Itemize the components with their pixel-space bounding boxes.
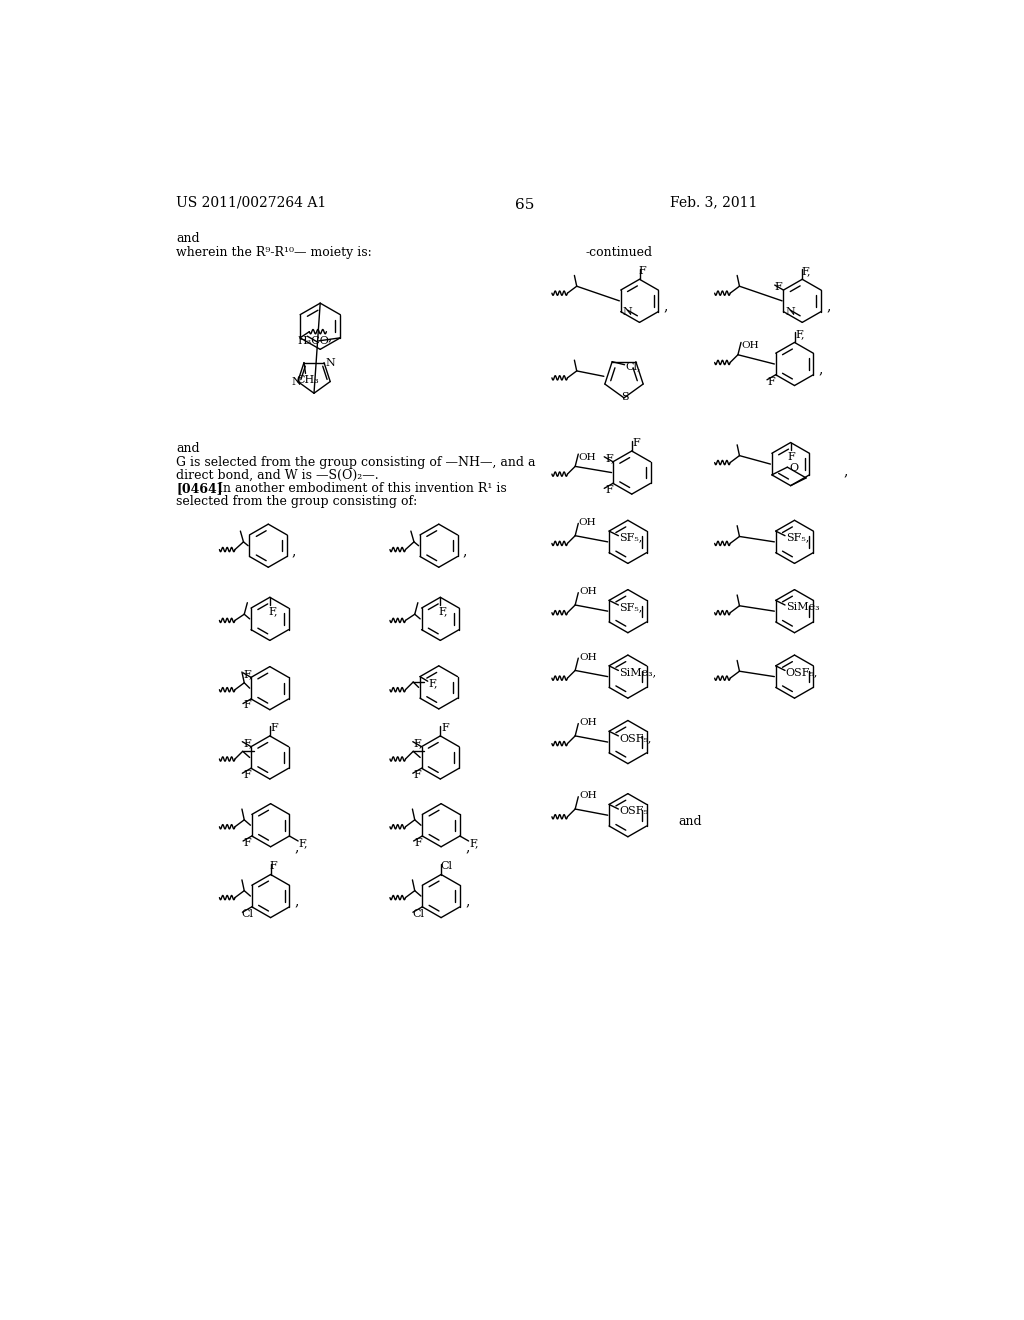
Text: F,: F,: [244, 669, 253, 680]
Text: SF₅,: SF₅,: [620, 602, 642, 612]
Text: F: F: [270, 861, 278, 871]
Text: F: F: [244, 701, 252, 710]
Text: ,: ,: [465, 895, 469, 908]
Text: US 2011/0027264 A1: US 2011/0027264 A1: [176, 195, 327, 210]
Text: ,: ,: [328, 330, 332, 343]
Text: ,: ,: [818, 363, 823, 376]
Text: F: F: [270, 723, 279, 733]
Text: OH: OH: [579, 718, 597, 727]
Text: ,: ,: [295, 841, 299, 854]
Text: ,: ,: [465, 841, 469, 854]
Text: In another embodiment of this invention R¹ is: In another embodiment of this invention …: [206, 482, 507, 495]
Text: F,: F,: [605, 454, 614, 463]
Text: F: F: [605, 486, 612, 495]
Text: OH: OH: [579, 792, 597, 800]
Text: ,: ,: [462, 544, 466, 558]
Text: F,: F,: [243, 739, 253, 748]
Text: wherein the R⁹-R¹⁰— moiety is:: wherein the R⁹-R¹⁰— moiety is:: [176, 246, 372, 259]
Text: Cl: Cl: [242, 909, 254, 919]
Text: F: F: [243, 770, 251, 780]
Text: -continued: -continued: [586, 246, 652, 259]
Text: OH: OH: [741, 341, 759, 350]
Text: F,: F,: [414, 739, 423, 748]
Text: Feb. 3, 2011: Feb. 3, 2011: [671, 195, 758, 210]
Text: ,: ,: [295, 895, 299, 908]
Text: S: S: [621, 392, 629, 401]
Text: G is selected from the group consisting of —NH—, and a: G is selected from the group consisting …: [176, 455, 536, 469]
Text: N: N: [292, 378, 301, 387]
Text: OH: OH: [579, 517, 596, 527]
Text: ,: ,: [664, 300, 668, 313]
Text: O: O: [788, 462, 798, 473]
Text: direct bond, and W is —S(O)₂—.: direct bond, and W is —S(O)₂—.: [176, 469, 379, 482]
Text: and: and: [176, 442, 200, 455]
Text: OH: OH: [579, 653, 597, 661]
Text: ,: ,: [292, 544, 296, 558]
Text: F: F: [414, 770, 421, 780]
Text: Cl,: Cl,: [626, 362, 641, 372]
Text: SiMe₃,: SiMe₃,: [620, 668, 656, 677]
Text: selected from the group consisting of:: selected from the group consisting of:: [176, 495, 418, 508]
Text: F: F: [774, 282, 781, 292]
Text: and: and: [678, 816, 701, 828]
Text: F,: F,: [268, 607, 278, 616]
Text: SF₅,: SF₅,: [785, 533, 809, 543]
Text: 65: 65: [515, 198, 535, 213]
Text: N: N: [326, 358, 335, 368]
Text: Cl: Cl: [440, 861, 453, 871]
Text: SF₅,: SF₅,: [620, 533, 642, 543]
Text: F: F: [787, 451, 796, 462]
Text: F,: F,: [299, 838, 308, 847]
Text: H₃CO: H₃CO: [297, 337, 329, 346]
Text: SiMe₃: SiMe₃: [785, 602, 819, 612]
Text: F,: F,: [428, 678, 438, 688]
Text: F: F: [633, 438, 640, 447]
Text: ,: ,: [826, 300, 830, 313]
Text: OSF₅: OSF₅: [620, 807, 648, 816]
Text: ,: ,: [844, 465, 848, 478]
Text: OH: OH: [579, 587, 597, 597]
Text: OH: OH: [579, 453, 596, 462]
Text: OSF₅,: OSF₅,: [620, 733, 651, 743]
Text: F,: F,: [438, 607, 449, 616]
Text: OSF₅,: OSF₅,: [785, 668, 818, 677]
Text: F,: F,: [796, 330, 805, 339]
Text: [0464]: [0464]: [176, 482, 222, 495]
Text: and: and: [176, 232, 200, 246]
Text: F: F: [768, 376, 775, 387]
Text: F: F: [441, 723, 449, 733]
Text: F: F: [244, 838, 252, 847]
Text: F: F: [415, 838, 422, 847]
Text: F,: F,: [802, 267, 811, 276]
Text: CH₃: CH₃: [296, 375, 319, 385]
Text: F: F: [639, 267, 646, 276]
Text: N: N: [785, 308, 795, 317]
Text: F,: F,: [469, 838, 479, 847]
Text: N: N: [623, 308, 632, 317]
Text: Cl: Cl: [412, 909, 424, 919]
